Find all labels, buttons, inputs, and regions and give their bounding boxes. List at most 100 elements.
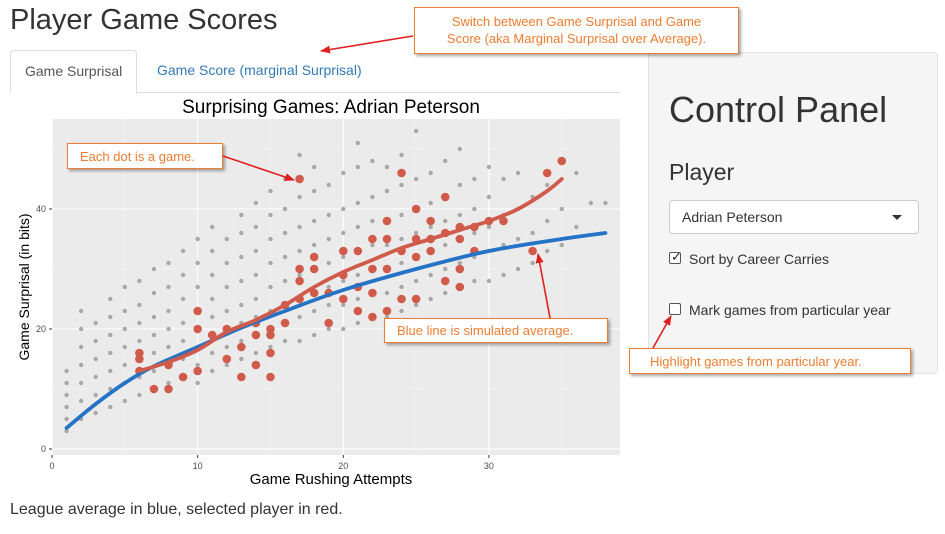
player-game-point (382, 234, 392, 244)
league-game-point (384, 290, 390, 296)
league-game-point (341, 206, 346, 212)
league-game-point (311, 164, 317, 170)
league-game-point (297, 194, 302, 200)
player-game-point (368, 234, 377, 244)
league-game-point (457, 212, 462, 218)
player-game-point (426, 216, 435, 226)
chart-title: Surprising Games: Adrian Peterson (182, 97, 480, 118)
tab-game-score[interactable]: Game Score (marginal Surprisal) (157, 62, 362, 78)
league-game-point (108, 332, 113, 338)
league-game-point (428, 170, 433, 176)
league-game-point (93, 356, 98, 362)
player-select[interactable]: Adrian Peterson (669, 200, 919, 234)
league-game-point (341, 230, 346, 236)
player-game-point (455, 234, 465, 244)
league-game-point (341, 170, 346, 176)
plot-panel (52, 119, 620, 455)
league-game-point (297, 314, 302, 320)
league-game-point (530, 260, 535, 266)
trend-lines (64, 177, 608, 430)
league-game-point (253, 224, 259, 230)
league-game-point (457, 260, 462, 266)
player-game-point (207, 330, 217, 340)
player-game-point (266, 372, 275, 382)
league-game-point (399, 260, 404, 266)
league-game-point (210, 314, 215, 320)
player-game-point (280, 318, 290, 328)
data-points (64, 128, 608, 434)
x-tick-label: 20 (338, 461, 348, 471)
player-game-point (382, 306, 392, 316)
league-game-point (399, 236, 404, 242)
league-game-point (268, 188, 273, 194)
x-tick-label: 10 (193, 461, 203, 471)
league-game-point (311, 218, 317, 224)
league-game-point (180, 248, 186, 254)
league-game-point (282, 278, 288, 284)
league-game-point (195, 380, 200, 386)
callout-tabs: Switch between Game Surprisal and Game S… (414, 7, 739, 54)
player-game-point (368, 288, 377, 298)
league-game-point (428, 200, 433, 206)
x-tick-label: 0 (49, 461, 54, 471)
player-game-point (382, 216, 392, 226)
league-game-point (341, 278, 346, 284)
league-game-point (355, 296, 361, 302)
league-game-point (443, 242, 448, 248)
league-game-point (166, 308, 171, 314)
league-game-point (78, 380, 84, 386)
league-game-point (326, 236, 331, 242)
league-game-point (268, 284, 273, 290)
league-game-point (64, 392, 69, 398)
control-panel: Control Panel Player Adrian Peterson ✓ S… (648, 52, 938, 374)
league-game-point (137, 392, 142, 398)
league-game-point (399, 182, 404, 188)
league-game-point (457, 146, 462, 152)
player-game-point (295, 264, 304, 274)
league-game-point (574, 170, 579, 176)
mark-year-checkbox[interactable] (669, 303, 681, 315)
league-game-point (486, 278, 492, 284)
callout-dot: Each dot is a game. (67, 143, 223, 169)
league-game-point (224, 260, 229, 266)
league-game-point (413, 302, 419, 308)
player-game-point (455, 264, 465, 274)
league-game-point (515, 266, 521, 272)
player-game-point (382, 264, 392, 274)
player-game-point (411, 204, 421, 214)
player-game-point (542, 168, 552, 178)
league-game-point (151, 350, 157, 356)
league-game-point (210, 224, 215, 230)
league-game-point (239, 212, 244, 218)
league-game-point (78, 326, 84, 332)
league-game-point (180, 296, 186, 302)
league-game-point (180, 338, 186, 344)
league-game-point (224, 362, 229, 368)
league-game-point (399, 284, 404, 290)
player-game-point (149, 384, 159, 394)
league-game-point (355, 140, 361, 146)
league-game-point (180, 272, 186, 278)
player-game-point (528, 246, 537, 256)
league-game-point (210, 350, 215, 356)
player-game-point (135, 354, 144, 364)
league-game-point (78, 344, 84, 350)
player-game-point (440, 276, 450, 286)
league-game-point (78, 308, 84, 314)
sort-career-carries-checkbox[interactable]: ✓ (669, 249, 682, 264)
league-game-point (122, 308, 128, 314)
league-game-point (93, 338, 98, 344)
league-game-point (355, 200, 361, 206)
player-game-point (295, 174, 304, 184)
league-game-point (384, 164, 390, 170)
page-title: Player Game Scores (10, 4, 278, 36)
league-game-point (122, 326, 128, 332)
league-game-point (78, 398, 84, 404)
player-game-point (368, 312, 377, 322)
league-game-point (341, 254, 346, 260)
league-game-point (268, 212, 273, 218)
league-game-point (224, 236, 229, 242)
league-game-point (210, 368, 215, 374)
tab-game-surprisal[interactable]: Game Surprisal (10, 50, 138, 94)
chart-caption: League average in blue, selected player … (10, 501, 343, 518)
